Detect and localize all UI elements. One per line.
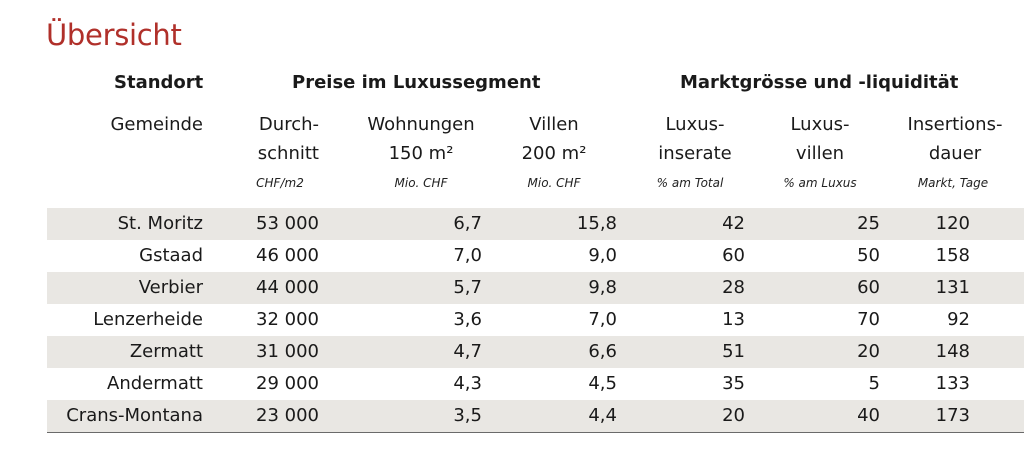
- cell-insertionsdauer: 158: [935, 245, 970, 266]
- col-header-luxusinserate: Luxus- inserate: [640, 110, 750, 168]
- cell-durchschnitt: 32 000: [256, 309, 319, 330]
- cell-gemeinde: Verbier: [138, 277, 203, 298]
- cell-wohnungen: 3,5: [453, 405, 482, 426]
- cell-durchschnitt: 31 000: [256, 341, 319, 362]
- cell-luxusinserate: 35: [722, 373, 745, 394]
- col-header-gemeinde-line1: Gemeinde: [110, 114, 203, 135]
- cell-wohnungen: 5,7: [453, 277, 482, 298]
- cell-gemeinde: Crans-Montana: [66, 405, 203, 426]
- cell-insertionsdauer: 92: [947, 309, 970, 330]
- cell-villen: 9,8: [588, 277, 617, 298]
- unit-durchschnitt: CHF/m2: [256, 176, 304, 190]
- table-row: Gstaad 46 000 7,0 9,0 60 50 158: [47, 240, 1024, 272]
- cell-luxusinserate: 60: [722, 245, 745, 266]
- col-header-durchschnitt: Durch- schnitt: [230, 110, 319, 168]
- group-header-preise: Preise im Luxussegment: [292, 72, 541, 93]
- cell-gemeinde: St. Moritz: [117, 213, 203, 234]
- col-header-luxusinserate-line1: Luxus-: [665, 114, 725, 135]
- cell-insertionsdauer: 173: [935, 405, 970, 426]
- group-header-standort: Standort: [114, 72, 204, 93]
- col-header-wohnungen-line2: 150 m²: [388, 143, 454, 164]
- cell-insertionsdauer: 148: [935, 341, 970, 362]
- cell-gemeinde: Lenzerheide: [93, 309, 203, 330]
- cell-luxusinserate: 28: [722, 277, 745, 298]
- cell-wohnungen: 4,7: [453, 341, 482, 362]
- cell-wohnungen: 6,7: [453, 213, 482, 234]
- table-bottom-rule: [47, 432, 1024, 433]
- cell-luxusvillen: 5: [868, 373, 880, 394]
- col-header-durchschnitt-line2: schnitt: [257, 143, 319, 164]
- cell-durchschnitt: 53 000: [256, 213, 319, 234]
- cell-luxusinserate: 42: [722, 213, 745, 234]
- col-header-wohnungen-line1: Wohnungen: [367, 114, 475, 135]
- table-row: St. Moritz 53 000 6,7 15,8 42 25 120: [47, 208, 1024, 240]
- cell-insertionsdauer: 131: [935, 277, 970, 298]
- col-header-insertionsdauer-line1: Insertions-: [907, 114, 1003, 135]
- table-row: Verbier 44 000 5,7 9,8 28 60 131: [47, 272, 1024, 304]
- group-header-markt: Marktgrösse und -liquidität: [680, 72, 959, 93]
- col-header-villen-line2: 200 m²: [521, 143, 587, 164]
- cell-insertionsdauer: 120: [935, 213, 970, 234]
- page-title: Übersicht: [46, 18, 182, 52]
- cell-luxusinserate: 20: [722, 405, 745, 426]
- cell-wohnungen: 4,3: [453, 373, 482, 394]
- cell-gemeinde: Zermatt: [129, 341, 203, 362]
- cell-villen: 7,0: [588, 309, 617, 330]
- cell-luxusinserate: 13: [722, 309, 745, 330]
- cell-durchschnitt: 29 000: [256, 373, 319, 394]
- col-header-insertionsdauer-line2: dauer: [928, 143, 982, 164]
- cell-luxusvillen: 40: [857, 405, 880, 426]
- col-header-villen-line1: Villen: [529, 114, 579, 135]
- unit-villen: Mio. CHF: [527, 176, 581, 190]
- cell-luxusvillen: 60: [857, 277, 880, 298]
- unit-luxusinserate: % am Total: [656, 176, 724, 190]
- table-row: Andermatt 29 000 4,3 4,5 35 5 133: [47, 368, 1024, 400]
- table-row: Crans-Montana 23 000 3,5 4,4 20 40 173: [47, 400, 1024, 432]
- cell-gemeinde: Andermatt: [107, 373, 203, 394]
- cell-luxusvillen: 20: [857, 341, 880, 362]
- data-table-body: St. Moritz 53 000 6,7 15,8 42 25 120 Gst…: [47, 208, 1024, 432]
- cell-villen: 15,8: [576, 213, 617, 234]
- cell-villen: 9,0: [588, 245, 617, 266]
- cell-villen: 4,4: [588, 405, 617, 426]
- cell-luxusinserate: 51: [722, 341, 745, 362]
- col-header-luxusvillen-line1: Luxus-: [790, 114, 850, 135]
- col-header-wohnungen: Wohnungen 150 m²: [354, 110, 488, 168]
- cell-luxusvillen: 25: [857, 213, 880, 234]
- table-row: Zermatt 31 000 4,7 6,6 51 20 148: [47, 336, 1024, 368]
- cell-insertionsdauer: 133: [935, 373, 970, 394]
- cell-gemeinde: Gstaad: [139, 245, 203, 266]
- cell-wohnungen: 3,6: [453, 309, 482, 330]
- col-header-durchschnitt-line1: Durch-: [258, 114, 319, 135]
- unit-luxusvillen: % am Luxus: [783, 176, 857, 190]
- unit-wohnungen: Mio. CHF: [394, 176, 448, 190]
- cell-luxusvillen: 50: [857, 245, 880, 266]
- cell-durchschnitt: 46 000: [256, 245, 319, 266]
- cell-luxusvillen: 70: [857, 309, 880, 330]
- col-header-luxusvillen: Luxus- villen: [770, 110, 870, 168]
- cell-wohnungen: 7,0: [453, 245, 482, 266]
- col-header-gemeinde: Gemeinde: [100, 110, 203, 139]
- table-row: Lenzerheide 32 000 3,6 7,0 13 70 92: [47, 304, 1024, 336]
- cell-durchschnitt: 23 000: [256, 405, 319, 426]
- col-header-insertionsdauer: Insertions- dauer: [890, 110, 1020, 168]
- col-header-luxusvillen-line2: villen: [795, 143, 845, 164]
- col-header-luxusinserate-line2: inserate: [658, 143, 732, 164]
- unit-insertionsdauer: Markt, Tage: [917, 176, 989, 190]
- cell-durchschnitt: 44 000: [256, 277, 319, 298]
- col-header-villen: Villen 200 m²: [504, 110, 604, 168]
- cell-villen: 6,6: [588, 341, 617, 362]
- cell-villen: 4,5: [588, 373, 617, 394]
